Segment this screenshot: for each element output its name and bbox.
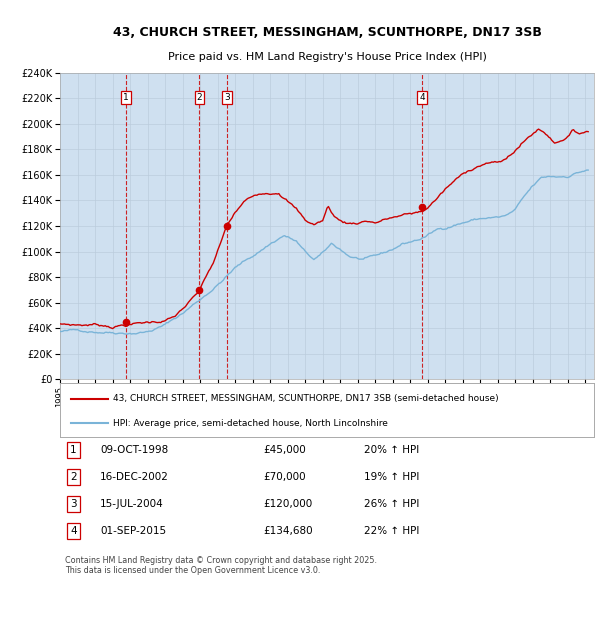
Text: Price paid vs. HM Land Registry's House Price Index (HPI): Price paid vs. HM Land Registry's House … — [167, 51, 487, 61]
Text: 19% ↑ HPI: 19% ↑ HPI — [364, 472, 420, 482]
Text: 1: 1 — [70, 445, 77, 454]
Text: 15-JUL-2004: 15-JUL-2004 — [100, 498, 164, 509]
Text: 2: 2 — [70, 472, 77, 482]
Text: 3: 3 — [224, 93, 230, 102]
Text: 3: 3 — [70, 498, 77, 509]
Text: HPI: Average price, semi-detached house, North Lincolnshire: HPI: Average price, semi-detached house,… — [113, 419, 388, 428]
Text: £134,680: £134,680 — [263, 526, 313, 536]
Text: 01-SEP-2015: 01-SEP-2015 — [100, 526, 166, 536]
Text: 43, CHURCH STREET, MESSINGHAM, SCUNTHORPE, DN17 3SB: 43, CHURCH STREET, MESSINGHAM, SCUNTHORP… — [113, 26, 541, 39]
Text: 26% ↑ HPI: 26% ↑ HPI — [364, 498, 420, 509]
Text: 09-OCT-1998: 09-OCT-1998 — [100, 445, 168, 454]
Text: £120,000: £120,000 — [263, 498, 312, 509]
Text: 2: 2 — [197, 93, 202, 102]
Text: 4: 4 — [70, 526, 77, 536]
Text: 20% ↑ HPI: 20% ↑ HPI — [364, 445, 419, 454]
Text: 4: 4 — [419, 93, 425, 102]
Text: £45,000: £45,000 — [263, 445, 305, 454]
Text: 16-DEC-2002: 16-DEC-2002 — [100, 472, 169, 482]
Text: 22% ↑ HPI: 22% ↑ HPI — [364, 526, 420, 536]
Text: Contains HM Land Registry data © Crown copyright and database right 2025.
This d: Contains HM Land Registry data © Crown c… — [65, 556, 377, 575]
Text: 43, CHURCH STREET, MESSINGHAM, SCUNTHORPE, DN17 3SB (semi-detached house): 43, CHURCH STREET, MESSINGHAM, SCUNTHORP… — [113, 394, 499, 404]
Text: 1: 1 — [123, 93, 129, 102]
Text: £70,000: £70,000 — [263, 472, 305, 482]
